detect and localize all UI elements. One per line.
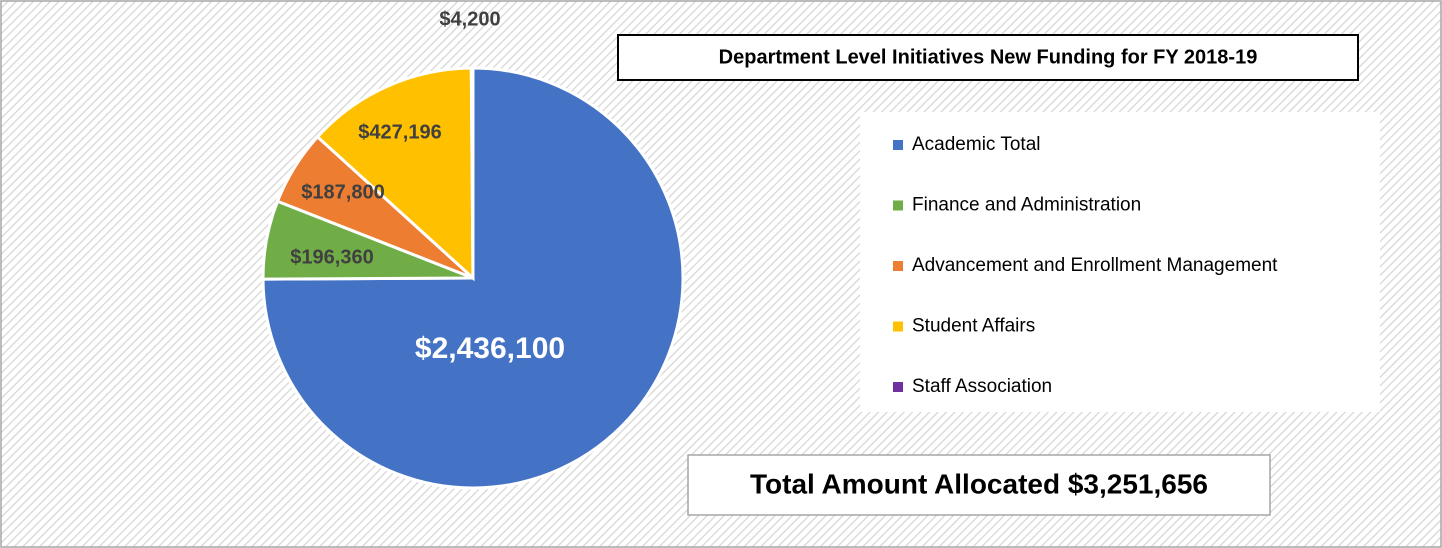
legend-label: Student Affairs bbox=[912, 316, 1035, 337]
legend-marker bbox=[893, 140, 903, 150]
data-label: $187,800 bbox=[301, 181, 384, 203]
title-box bbox=[617, 34, 1359, 81]
legend-label: Advancement and Enrollment Management bbox=[912, 255, 1278, 276]
legend-label: Staff Association bbox=[912, 376, 1052, 397]
chart-title: Department Level Initiatives New Funding… bbox=[719, 46, 1258, 68]
legend-marker bbox=[893, 382, 903, 392]
pie-slice bbox=[261, 66, 685, 490]
pie-slice bbox=[315, 66, 475, 282]
pie-slice bbox=[469, 66, 475, 279]
annotation: Total Amount Allocated $3,251,656 bbox=[750, 468, 1208, 499]
pie: $2,436,100 $196,360 $187,800 $427,196 $4,200 bbox=[261, 8, 685, 490]
data-label: $2,436,100 bbox=[415, 332, 565, 365]
legend-label: Finance and Administration bbox=[912, 195, 1141, 216]
legend-marker bbox=[893, 261, 903, 271]
data-label: $4,200 bbox=[439, 8, 500, 30]
legend: Academic Total Finance and Administration… bbox=[893, 134, 1278, 397]
data-label: $427,196 bbox=[358, 121, 441, 143]
legend-label: Academic Total bbox=[912, 134, 1041, 155]
legend-box bbox=[860, 112, 1380, 412]
legend-marker bbox=[893, 200, 903, 211]
data-label: $196,360 bbox=[290, 246, 373, 268]
legend-marker bbox=[893, 321, 903, 332]
annotation-box bbox=[687, 454, 1271, 516]
